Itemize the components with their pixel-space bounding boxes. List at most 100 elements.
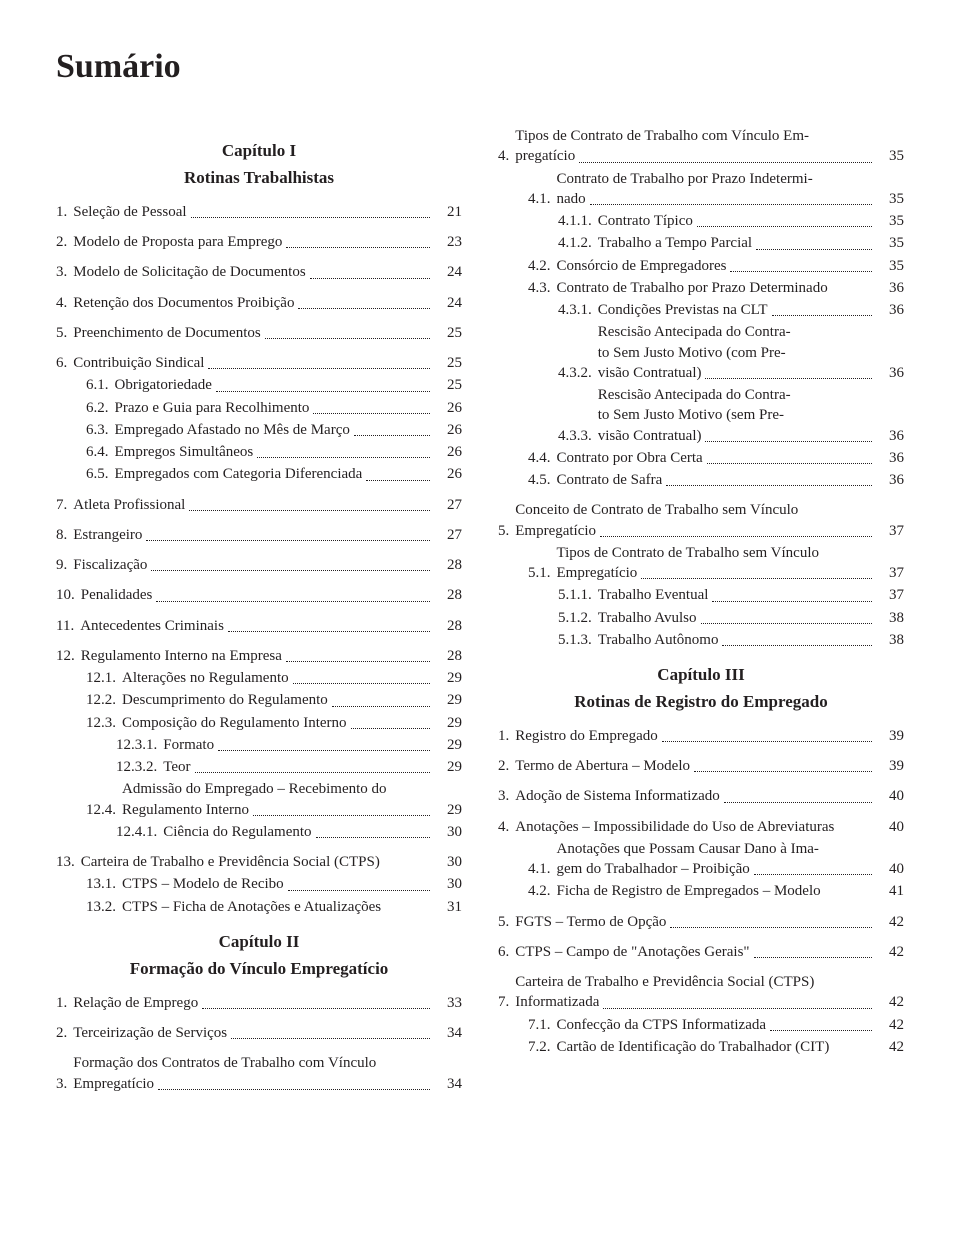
toc-number: 4.5. bbox=[528, 470, 557, 490]
toc-number: 4.3.1. bbox=[558, 300, 598, 320]
toc-number: 12.2. bbox=[86, 690, 122, 710]
toc-number: 2. bbox=[498, 756, 515, 776]
toc-number: 12.4.1. bbox=[116, 822, 163, 842]
toc-leader-dots bbox=[202, 1008, 430, 1009]
toc-leader-dots bbox=[253, 815, 430, 816]
toc-number: 3. bbox=[56, 1074, 73, 1094]
toc-label: Regulamento Interno na Empresa bbox=[81, 646, 434, 666]
toc-page-number: 29 bbox=[434, 713, 462, 733]
toc-label: Ficha de Registro de Empregados – Modelo bbox=[557, 881, 877, 901]
toc-entry: 4.1.Contrato de Trabalho por Prazo Indet… bbox=[498, 169, 904, 210]
toc-label: Prazo e Guia para Recolhimento bbox=[115, 398, 435, 418]
toc-leader-dots bbox=[298, 308, 430, 309]
toc-label-text: Teor bbox=[163, 757, 190, 777]
toc-leader-dots bbox=[579, 162, 872, 163]
toc-number: 5. bbox=[56, 323, 73, 343]
toc-label-text: Preenchimento de Documentos bbox=[73, 323, 260, 343]
toc-page-number: 42 bbox=[876, 1037, 904, 1057]
toc-label: Atleta Profissional bbox=[73, 495, 434, 515]
toc-page-number: 35 bbox=[876, 233, 904, 253]
toc-leader-dots bbox=[754, 874, 872, 875]
toc-leader-dots bbox=[216, 391, 430, 392]
toc-entry: 1.Registro do Empregado39 bbox=[498, 726, 904, 746]
document-title: Sumário bbox=[56, 48, 904, 86]
toc-label-text: Empregado Afastado no Mês de Março bbox=[115, 420, 350, 440]
toc-entry: 1.Relação de Emprego33 bbox=[56, 993, 462, 1013]
toc-entry: 7.1.Confecção da CTPS Informatizada42 bbox=[498, 1015, 904, 1035]
toc-number: 12.3.1. bbox=[116, 735, 163, 755]
toc-page-number: 30 bbox=[434, 822, 462, 842]
toc-page-number: 26 bbox=[434, 442, 462, 462]
toc-leader-dots bbox=[265, 338, 430, 339]
toc-number: 4.2. bbox=[528, 881, 557, 901]
toc-number: 4.3. bbox=[528, 278, 557, 298]
toc-entry: 3.Adoção de Sistema Informatizado40 bbox=[498, 786, 904, 806]
toc-label: Rescisão Antecipada do Contra-to Sem Jus… bbox=[598, 322, 876, 383]
toc-number: 6.5. bbox=[86, 464, 115, 484]
toc-label-text: Regulamento Interno bbox=[122, 800, 249, 820]
toc-label-text: Empregados com Categoria Diferenciada bbox=[115, 464, 363, 484]
toc-label: Tipos de Contrato de Trabalho sem Víncul… bbox=[557, 543, 877, 584]
toc-label: Modelo de Solicitação de Documentos bbox=[73, 262, 434, 282]
toc-entry: 5.FGTS – Termo de Opção42 bbox=[498, 912, 904, 932]
toc-page-number: 42 bbox=[876, 942, 904, 962]
toc-number: 7. bbox=[498, 992, 515, 1012]
toc-page-number: 42 bbox=[876, 992, 904, 1012]
toc-page-number: 36 bbox=[876, 278, 904, 298]
toc-entry: 13.2.CTPS – Ficha de Anotações e Atualiz… bbox=[56, 897, 462, 917]
toc-number: 12.3. bbox=[86, 713, 122, 733]
toc-label: Trabalho Autônomo bbox=[598, 630, 876, 650]
toc-label-text: Penalidades bbox=[81, 585, 153, 605]
toc-page-number: 34 bbox=[434, 1023, 462, 1043]
toc-leader-dots bbox=[313, 413, 430, 414]
toc-page-number: 35 bbox=[876, 211, 904, 231]
toc-label: Empregados com Categoria Diferenciada bbox=[115, 464, 435, 484]
toc-entry: 4.5.Contrato de Safra36 bbox=[498, 470, 904, 490]
toc-number: 13. bbox=[56, 852, 81, 872]
toc-page-number: 25 bbox=[434, 375, 462, 395]
toc-label: Anotações que Possam Causar Dano à Ima-g… bbox=[557, 839, 877, 880]
toc-number: 4. bbox=[498, 146, 515, 166]
toc-number: 8. bbox=[56, 525, 73, 545]
toc-entry: 13.Carteira de Trabalho e Previdência So… bbox=[56, 852, 462, 872]
toc-label-text: Relação de Emprego bbox=[73, 993, 198, 1013]
toc-number: 10. bbox=[56, 585, 81, 605]
toc-number: 6.1. bbox=[86, 375, 115, 395]
toc-label-text: Alterações no Regulamento bbox=[122, 668, 289, 688]
toc-number: 12.1. bbox=[86, 668, 122, 688]
toc-entry: 7.2.Cartão de Identificação do Trabalhad… bbox=[498, 1037, 904, 1057]
toc-number: 6.4. bbox=[86, 442, 115, 462]
toc-label: Retenção dos Documentos Proibição bbox=[73, 293, 434, 313]
toc-number: 6.2. bbox=[86, 398, 115, 418]
toc-page-number: 39 bbox=[876, 726, 904, 746]
toc-label-text: Termo de Abertura – Modelo bbox=[515, 756, 690, 776]
toc-entry: 1.Seleção de Pessoal21 bbox=[56, 202, 462, 222]
toc-label-text: pregatício bbox=[515, 146, 575, 166]
toc-number: 4. bbox=[498, 817, 515, 837]
toc-page-number: 36 bbox=[876, 448, 904, 468]
toc-entry: 2.Terceirização de Serviços34 bbox=[56, 1023, 462, 1043]
toc-label: Termo de Abertura – Modelo bbox=[515, 756, 876, 776]
toc-leader-dots bbox=[670, 927, 872, 928]
toc-number: 5.1.1. bbox=[558, 585, 598, 605]
toc-page-number: 29 bbox=[434, 757, 462, 777]
toc-label-text: Empregatício bbox=[557, 563, 638, 583]
toc-label-text: Empregos Simultâneos bbox=[115, 442, 254, 462]
toc-leader-dots bbox=[316, 837, 430, 838]
toc-page-number: 28 bbox=[434, 555, 462, 575]
chapter-heading: Capítulo II bbox=[56, 931, 462, 954]
toc-label: Formação dos Contratos de Trabalho com V… bbox=[73, 1053, 434, 1094]
toc-entry: 10.Penalidades28 bbox=[56, 585, 462, 605]
toc-label-text: Fiscalização bbox=[73, 555, 147, 575]
toc-leader-dots bbox=[662, 741, 872, 742]
toc-page-number: 24 bbox=[434, 293, 462, 313]
toc-number: 5.1. bbox=[528, 563, 557, 583]
toc-page-number: 38 bbox=[876, 608, 904, 628]
toc-entry: 4.2.Ficha de Registro de Empregados – Mo… bbox=[498, 881, 904, 901]
toc-number: 4.3.2. bbox=[558, 363, 598, 383]
toc-label: Trabalho a Tempo Parcial bbox=[598, 233, 876, 253]
toc-label: Preenchimento de Documentos bbox=[73, 323, 434, 343]
toc-number: 6.3. bbox=[86, 420, 115, 440]
toc-label: Admissão do Empregado – Recebimento doRe… bbox=[122, 779, 434, 820]
toc-number: 7.2. bbox=[528, 1037, 557, 1057]
